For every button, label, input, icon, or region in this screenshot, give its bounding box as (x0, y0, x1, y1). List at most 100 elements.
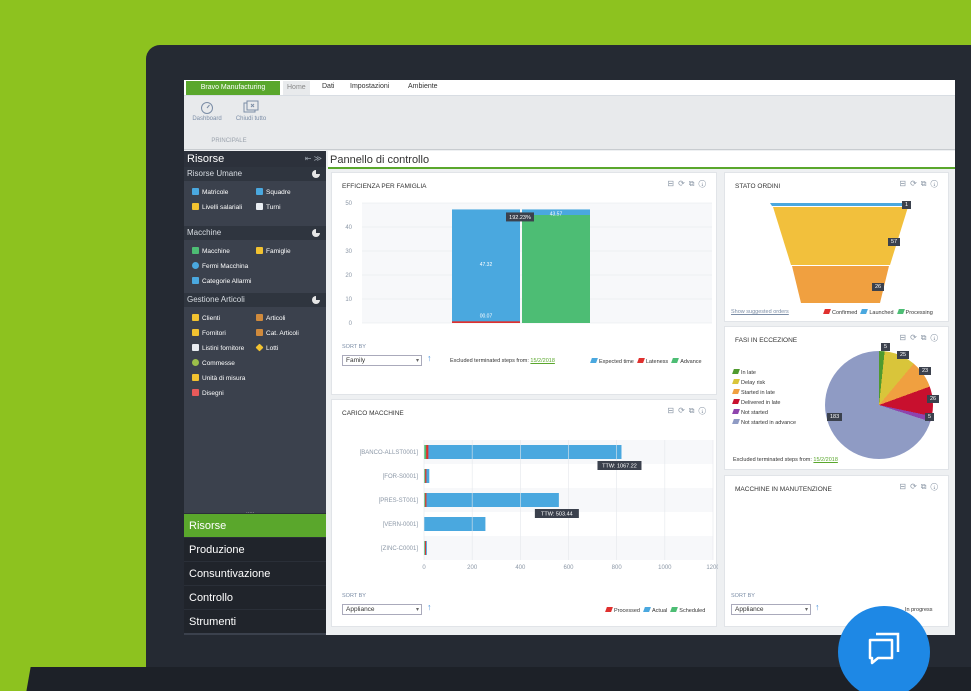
sidebar-item-fornitori[interactable]: Fornitori (192, 329, 226, 337)
y-tick-label: 30 (345, 249, 352, 255)
section-title: Macchine (187, 228, 222, 237)
export-icon[interactable]: ⊟ (899, 333, 911, 342)
sort-by-label: SORT BY (342, 593, 366, 599)
tab-impostazioni[interactable]: Impostazioni (350, 83, 390, 90)
alarm-icon (192, 277, 199, 284)
collapse-icon[interactable]: ⇤ ≫ (304, 154, 322, 163)
sidebar-item-categorie-allarmi[interactable]: Categorie Allarmi (192, 277, 252, 285)
pie-icon[interactable] (312, 170, 320, 178)
tooltip-text: 192.23% (509, 215, 531, 221)
nav-produzione[interactable]: Produzione (184, 537, 326, 561)
sidebar-item-macchine[interactable]: Macchine (192, 247, 230, 255)
drawing-icon (192, 389, 199, 396)
tab-dati[interactable]: Dati (322, 83, 335, 90)
sidebar-item-disegni[interactable]: Disegni (192, 389, 224, 397)
nav-controllo[interactable]: Controllo (184, 585, 326, 609)
export-icon[interactable]: ⊟ (667, 406, 679, 415)
app-brand[interactable]: Bravo Manufacturing (186, 81, 280, 95)
section-human-resources[interactable]: Risorse Umane (184, 167, 326, 181)
sidebar-item-listini[interactable]: Listini fornitore (192, 344, 244, 352)
sort-direction-icon[interactable]: ↑ (427, 353, 432, 363)
help-icon[interactable]: ⓘ (930, 333, 942, 342)
pie-label: 23 (919, 367, 932, 375)
excluded-date-link[interactable]: 15/2/2018 (813, 457, 838, 463)
help-icon[interactable]: ⓘ (698, 179, 710, 188)
category-label: [ZINC-C0001] (381, 546, 418, 552)
laptop-base (25, 667, 971, 691)
refresh-icon[interactable]: ⟳ (910, 482, 921, 491)
tooltip-box (534, 509, 579, 518)
sidebar-item-livelli[interactable]: Livelli salariali (192, 203, 242, 211)
sort-direction-icon[interactable]: ↑ (427, 602, 432, 612)
bar-actual (424, 445, 622, 459)
legend: Processed Actual Scheduled (602, 607, 705, 614)
sidebar-item-turni[interactable]: Turni (256, 203, 281, 211)
sidebar-item-lotti[interactable]: Lotti (255, 343, 278, 352)
copy-icon[interactable]: ⧉ (688, 179, 699, 188)
x-tick-label: 200 (467, 565, 478, 571)
sidebar-item-squadre[interactable]: Squadre (256, 188, 291, 196)
export-icon[interactable]: ⊟ (899, 179, 911, 188)
export-icon[interactable]: ⊟ (899, 482, 911, 491)
suggested-orders-link[interactable]: Show suggested orders (731, 309, 789, 315)
sidebar-item-fermi[interactable]: Fermi Macchina (192, 262, 248, 270)
panel-title: EFFICIENZA PER FAMIGLIA (342, 183, 427, 190)
chat-icon (868, 632, 900, 665)
sort-select[interactable]: Appliance (342, 604, 422, 615)
category-label: [FOR-S0001] (383, 474, 419, 480)
refresh-icon[interactable]: ⟳ (678, 406, 689, 415)
legend: Expected time Lateness Advance (587, 358, 702, 365)
sidebar-item-articoli[interactable]: Articoli (256, 314, 286, 322)
chat-button[interactable] (838, 606, 930, 691)
category-label: [BANCO-ALLST0001] (360, 450, 419, 456)
sidebar-item-commesse[interactable]: Commesse (192, 359, 235, 367)
sidebar-item-clienti[interactable]: Clienti (192, 314, 220, 322)
box-icon (256, 314, 263, 321)
export-icon[interactable]: ⊟ (667, 179, 679, 188)
help-icon[interactable]: ⓘ (698, 406, 710, 415)
pie-label: 26 (927, 395, 940, 403)
copy-icon[interactable]: ⧉ (920, 333, 931, 342)
funnel-confirmed (792, 266, 889, 303)
refresh-icon[interactable]: ⟳ (910, 333, 921, 342)
help-icon[interactable]: ⓘ (930, 179, 942, 188)
pie-icon[interactable] (312, 296, 320, 304)
article-items: Clienti Articoli Fornitori Cat. Articoli… (184, 307, 326, 412)
bar-label: 47.32 (480, 262, 493, 268)
sidebar-item-famiglie[interactable]: Famiglie (256, 247, 291, 255)
panel-tools: ⊟⟳⧉ⓘ (899, 482, 942, 492)
lot-icon (255, 343, 264, 352)
x-tick-label: 1200 (706, 565, 718, 571)
sort-select[interactable]: Family (342, 355, 422, 366)
funnel-label: 57 (888, 238, 901, 246)
pie-icon[interactable] (312, 229, 320, 237)
section-articles[interactable]: Gestione Articoli (184, 293, 326, 307)
exception-phases-panel: FASI IN ECCEZIONE ⊟⟳⧉ⓘ 5 25 23 26 5 183 … (724, 326, 949, 470)
sort-select[interactable]: Appliance (731, 604, 811, 615)
bar-lateness (452, 321, 520, 323)
nav-risorse[interactable]: Risorse (184, 513, 326, 537)
section-machines[interactable]: Macchine (184, 226, 326, 240)
nav-strumenti[interactable]: Strumenti (184, 609, 326, 633)
tab-home[interactable]: Home (283, 81, 310, 95)
x-tick-label: 0 (422, 565, 426, 571)
dashboard-button[interactable]: Dashboard (188, 100, 226, 122)
excluded-date-link[interactable]: 15/2/2018 (530, 358, 555, 364)
nav-consuntivazione[interactable]: Consuntivazione (184, 561, 326, 585)
tab-ambiente[interactable]: Ambiente (408, 83, 438, 90)
close-all-button[interactable]: Chiudi tutto (230, 100, 272, 122)
refresh-icon[interactable]: ⟳ (910, 179, 921, 188)
copy-icon[interactable]: ⧉ (688, 406, 699, 415)
sidebar-item-unita-misura[interactable]: Unità di misura (192, 374, 245, 382)
sidebar-item-cat-articoli[interactable]: Cat. Articoli (256, 329, 299, 337)
refresh-icon[interactable]: ⟳ (678, 179, 689, 188)
copy-icon[interactable]: ⧉ (920, 482, 931, 491)
copy-icon[interactable]: ⧉ (920, 179, 931, 188)
pie-chart (825, 351, 933, 459)
sidebar-item-matricole[interactable]: Matricole (192, 188, 228, 196)
splitter-handle[interactable]: ..... (246, 509, 255, 515)
bar-actual (424, 469, 430, 483)
sort-direction-icon[interactable]: ↑ (815, 602, 820, 612)
help-icon[interactable]: ⓘ (930, 482, 942, 491)
bar-expected-cap (522, 209, 590, 215)
